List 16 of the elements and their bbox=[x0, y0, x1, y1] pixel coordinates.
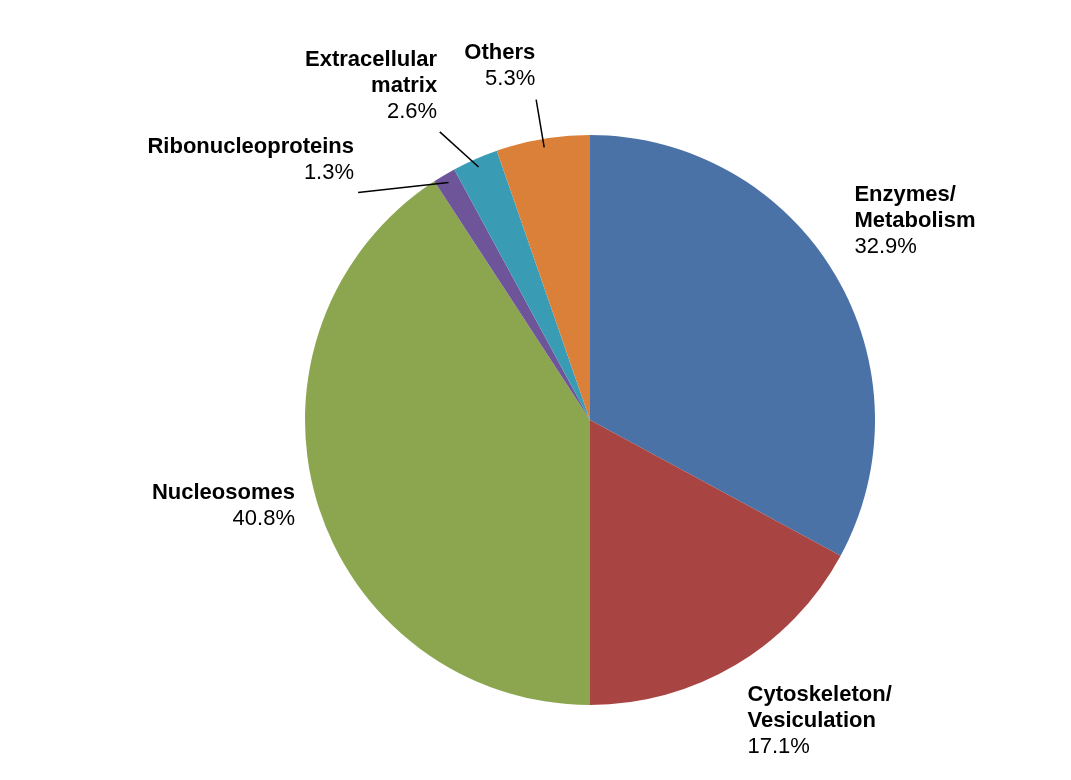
data-label: 5.3% bbox=[485, 64, 536, 90]
data-label: 40.8% bbox=[232, 504, 295, 530]
slice-label: Nucleosomes bbox=[151, 478, 295, 504]
slice-label: Cytoskeleton/ Vesiculation bbox=[747, 681, 892, 733]
pie-slice bbox=[434, 169, 590, 420]
data-label: 32.9% bbox=[854, 233, 917, 259]
slice-label: Others bbox=[464, 38, 536, 64]
data-label: 1.3% bbox=[303, 159, 355, 185]
data-label: 2.6% bbox=[386, 97, 438, 123]
slice-label: Extracellular matrix bbox=[305, 45, 438, 97]
slice-label: Enzymes/ Metabolism bbox=[854, 181, 976, 233]
pie-slice bbox=[454, 150, 590, 420]
pie-slice bbox=[305, 181, 590, 705]
slice-label: Ribonucleoproteins bbox=[147, 133, 355, 159]
data-label: 17.1% bbox=[747, 733, 810, 759]
pie-slice bbox=[496, 135, 590, 420]
